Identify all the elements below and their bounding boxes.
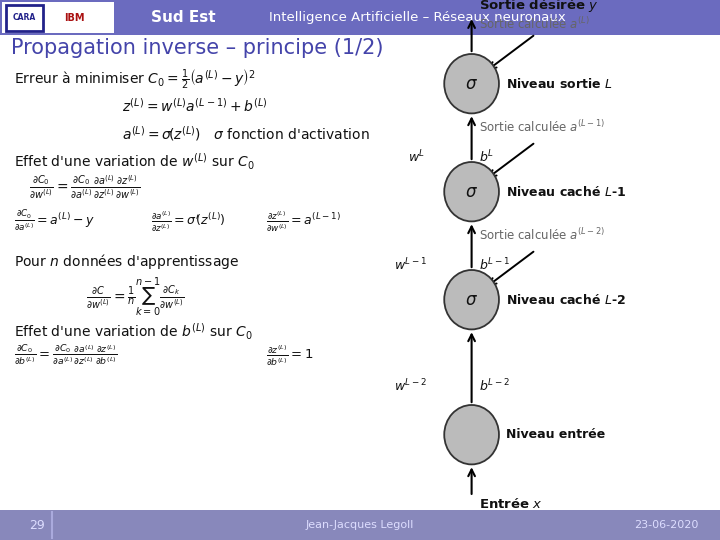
- Text: Entrée $x$: Entrée $x$: [479, 497, 543, 511]
- Text: $\frac{\partial C_0}{\partial b^{(L)}} = \frac{\partial C_0}{\partial a^{(L)}} \: $\frac{\partial C_0}{\partial b^{(L)}} =…: [14, 343, 118, 368]
- Bar: [0, 510, 720, 540]
- Text: Sortie calculée $a^{(L-2)}$: Sortie calculée $a^{(L-2)}$: [479, 227, 605, 242]
- Text: Effet d'une variation de $b^{(L)}$ sur $C_0$: Effet d'une variation de $b^{(L)}$ sur $…: [14, 321, 253, 342]
- Text: $\frac{\partial z^{(L)}}{\partial b^{(L)}} = 1$: $\frac{\partial z^{(L)}}{\partial b^{(L)…: [266, 343, 314, 368]
- Text: $z^{(L)} = w^{(L)}a^{(L-1)} + b^{(L)}$: $z^{(L)} = w^{(L)}a^{(L-1)} + b^{(L)}$: [122, 97, 268, 115]
- Text: $\sigma$: $\sigma$: [465, 183, 478, 201]
- Text: Pour $n$ données d'apprentissage: Pour $n$ données d'apprentissage: [14, 252, 240, 271]
- Ellipse shape: [444, 162, 499, 221]
- Text: Niveau caché $L$-2: Niveau caché $L$-2: [506, 293, 626, 307]
- Text: Effet d'une variation de $w^{(L)}$ sur $C_0$: Effet d'une variation de $w^{(L)}$ sur $…: [14, 151, 255, 172]
- Ellipse shape: [444, 270, 499, 329]
- Text: 23-06-2020: 23-06-2020: [634, 520, 698, 530]
- Ellipse shape: [444, 405, 499, 464]
- Text: $b^L$: $b^L$: [479, 148, 494, 165]
- Text: $b^{L-1}$: $b^{L-1}$: [479, 256, 510, 273]
- Text: $\frac{\partial z^{(L)}}{\partial w^{(L)}} = a^{(L-1)}$: $\frac{\partial z^{(L)}}{\partial w^{(L)…: [266, 209, 341, 233]
- Text: $w^{L-1}$: $w^{L-1}$: [394, 256, 427, 273]
- Text: Erreur à minimiser $C_0 = \frac{1}{2}\left(a^{(L)} - y\right)^2$: Erreur à minimiser $C_0 = \frac{1}{2}\le…: [14, 68, 256, 91]
- Text: $w^L$: $w^L$: [408, 148, 426, 165]
- Text: Jean-Jacques Legoll: Jean-Jacques Legoll: [306, 520, 414, 530]
- Text: Niveau sortie $L$: Niveau sortie $L$: [506, 77, 613, 91]
- Text: IBM: IBM: [64, 13, 84, 23]
- Text: Niveau entrée: Niveau entrée: [506, 428, 606, 441]
- Text: $\frac{\partial C_0}{\partial a^{(L)}} = a^{(L)} - y$: $\frac{\partial C_0}{\partial a^{(L)}} =…: [14, 209, 95, 234]
- Text: Niveau caché $L$-1: Niveau caché $L$-1: [506, 185, 626, 199]
- Text: Sud Est: Sud Est: [151, 10, 216, 25]
- Bar: [0, 0, 720, 35]
- Text: $\frac{\partial C_0}{\partial w^{(L)}} = \frac{\partial C_0}{\partial a^{(L)}} \: $\frac{\partial C_0}{\partial w^{(L)}} =…: [29, 173, 140, 200]
- Text: $b^{L-2}$: $b^{L-2}$: [479, 378, 510, 395]
- Text: $\sigma$: $\sigma$: [465, 291, 478, 309]
- Text: Sortie calculée $a^{(L)}$: Sortie calculée $a^{(L)}$: [479, 16, 590, 32]
- Text: CARA: CARA: [13, 14, 36, 22]
- Bar: [2, 2, 114, 33]
- Text: Sortie calculée $a^{(L-1)}$: Sortie calculée $a^{(L-1)}$: [479, 119, 605, 134]
- Text: 29: 29: [29, 518, 45, 532]
- Text: $\frac{\partial C}{\partial w^{(L)}} = \frac{1}{n} \sum_{k=0}^{n-1} \frac{\parti: $\frac{\partial C}{\partial w^{(L)}} = \…: [86, 275, 185, 319]
- Text: $w^{L-2}$: $w^{L-2}$: [394, 378, 427, 395]
- Text: $\frac{\partial a^{(L)}}{\partial z^{(L)}} = \sigma'\!\left(z^{(L)}\right)$: $\frac{\partial a^{(L)}}{\partial z^{(L)…: [151, 209, 226, 233]
- Text: $a^{(L)} = \sigma\!\left(z^{(L)}\right)$   $\sigma$ fonction d'activation: $a^{(L)} = \sigma\!\left(z^{(L)}\right)$…: [122, 124, 370, 143]
- Ellipse shape: [444, 54, 499, 113]
- Text: Intelligence Artificielle – Réseaux neuronaux: Intelligence Artificielle – Réseaux neur…: [269, 11, 566, 24]
- Text: Propagation inverse – principe (1/2): Propagation inverse – principe (1/2): [11, 38, 383, 58]
- Text: $\sigma$: $\sigma$: [465, 75, 478, 93]
- FancyBboxPatch shape: [6, 5, 43, 31]
- Text: Sortie désirée $y$: Sortie désirée $y$: [479, 0, 598, 14]
